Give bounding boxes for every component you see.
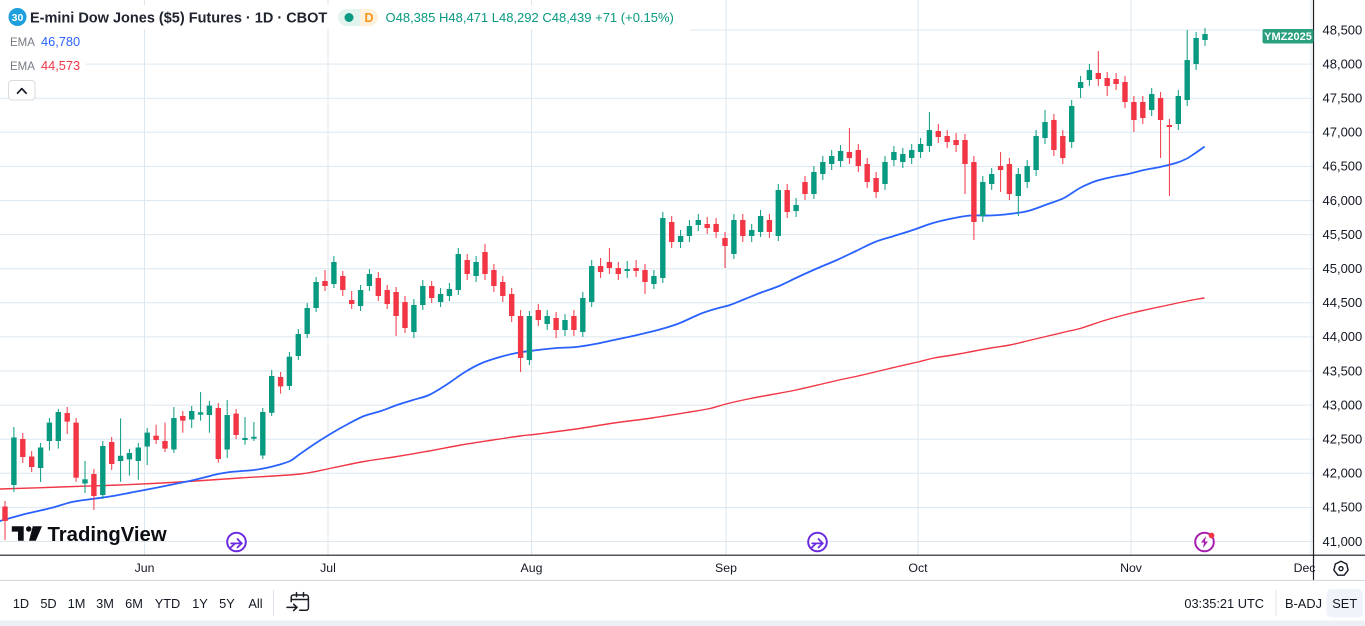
svg-text:EMA: EMA <box>10 61 35 73</box>
svg-text:5D: 5D <box>40 596 56 611</box>
svg-text:1M: 1M <box>68 596 86 611</box>
svg-text:43,000: 43,000 <box>1323 397 1363 412</box>
svg-text:Aug: Aug <box>521 561 543 575</box>
svg-text:YMZ2025: YMZ2025 <box>1264 31 1312 43</box>
svg-text:1Y: 1Y <box>192 596 208 611</box>
svg-text:03:35:21 UTC: 03:35:21 UTC <box>1184 596 1264 611</box>
svg-text:Oct: Oct <box>908 561 928 575</box>
svg-text:47,500: 47,500 <box>1323 91 1363 106</box>
svg-text:1D: 1D <box>13 596 29 611</box>
svg-text:44,573: 44,573 <box>41 58 80 73</box>
svg-text:45,000: 45,000 <box>1323 261 1363 276</box>
svg-text:46,000: 46,000 <box>1323 193 1363 208</box>
svg-text:YTD: YTD <box>155 596 181 611</box>
svg-text:5Y: 5Y <box>219 596 235 611</box>
svg-text:42,500: 42,500 <box>1323 432 1363 447</box>
svg-text:3M: 3M <box>96 596 114 611</box>
svg-text:SET: SET <box>1332 596 1357 611</box>
svg-text:48,000: 48,000 <box>1323 56 1363 71</box>
svg-text:D: D <box>365 11 374 25</box>
svg-text:O48,385 H48,471 L48,292 C48,43: O48,385 H48,471 L48,292 C48,439 +71 (+0.… <box>386 10 674 25</box>
svg-text:41,500: 41,500 <box>1323 500 1363 515</box>
svg-text:EMA: EMA <box>10 37 35 49</box>
svg-text:41,000: 41,000 <box>1323 534 1363 549</box>
svg-text:All: All <box>248 596 262 611</box>
svg-text:B-ADJ: B-ADJ <box>1285 596 1322 611</box>
svg-text:47,000: 47,000 <box>1323 125 1363 140</box>
svg-text:Sep: Sep <box>715 561 737 575</box>
svg-text:Jun: Jun <box>135 561 155 575</box>
svg-text:Nov: Nov <box>1120 561 1143 575</box>
svg-text:45,500: 45,500 <box>1323 227 1363 242</box>
svg-text:46,780: 46,780 <box>41 34 80 49</box>
svg-text:46,500: 46,500 <box>1323 159 1363 174</box>
svg-text:Dec: Dec <box>1294 561 1316 575</box>
svg-text:44,000: 44,000 <box>1323 329 1363 344</box>
svg-text:42,000: 42,000 <box>1323 466 1363 481</box>
svg-text:43,500: 43,500 <box>1323 363 1363 378</box>
svg-text:E-mini Dow Jones ($5) Futures: E-mini Dow Jones ($5) Futures · 1D · CBO… <box>30 10 327 26</box>
svg-text:6M: 6M <box>125 596 143 611</box>
svg-text:Jul: Jul <box>320 561 336 575</box>
svg-text:44,500: 44,500 <box>1323 295 1363 310</box>
svg-text:30: 30 <box>12 12 24 24</box>
svg-text:48,500: 48,500 <box>1323 22 1363 37</box>
svg-text:TradingView: TradingView <box>48 524 167 546</box>
